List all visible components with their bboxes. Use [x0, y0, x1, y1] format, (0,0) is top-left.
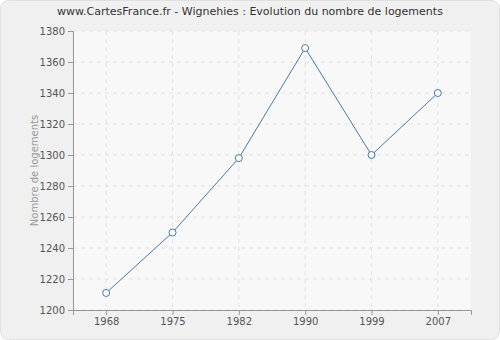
tick-mark	[68, 155, 73, 156]
grid-line	[73, 124, 471, 125]
tick-mark	[173, 310, 174, 315]
grid-line	[73, 155, 471, 156]
tick: 1360	[40, 57, 73, 68]
grid	[73, 31, 471, 310]
tick-mark	[68, 279, 73, 280]
point	[235, 155, 242, 162]
tick-mark	[68, 124, 73, 125]
background	[1, 1, 500, 340]
tick-label: 1240	[40, 243, 65, 254]
tick: 1982	[227, 310, 252, 327]
grid-line	[73, 217, 471, 218]
tick-mark	[239, 310, 240, 315]
tick: 1240	[40, 243, 73, 254]
grid-line	[73, 186, 471, 187]
tick: 1300	[40, 150, 73, 161]
tick-mark	[68, 248, 73, 249]
title: www.CartesFrance.fr - Wignehies : Evolut…	[57, 5, 443, 18]
tick-label: 1220	[40, 274, 65, 285]
series	[103, 45, 442, 297]
tick-label: 1320	[40, 119, 65, 130]
y-axis: 1200 1220 1240 1260 1280 1300 1320 1340 1360 1380	[40, 26, 74, 316]
tick-label: 1982	[227, 316, 252, 327]
tick-mark	[68, 62, 73, 63]
tick: 1340	[40, 88, 73, 99]
grid-line	[73, 31, 471, 32]
tick: 1320	[40, 119, 73, 130]
tick: 1990	[293, 310, 318, 327]
plot: 1200 1220 1240 1260 1280 1300 1320 1340 1360 1380…	[40, 26, 472, 327]
axis-line	[74, 311, 472, 316]
tick-mark	[372, 310, 373, 315]
tick-mark	[68, 31, 73, 32]
tick-mark	[305, 310, 306, 315]
point	[302, 45, 309, 52]
tick: 1260	[40, 212, 73, 223]
tick-label: 2007	[426, 316, 451, 327]
tick: 1968	[94, 310, 119, 327]
tick-label: 1300	[40, 150, 65, 161]
tick-mark	[68, 217, 73, 218]
grid-line	[172, 31, 173, 310]
point	[368, 152, 375, 159]
chart: www.CartesFrance.fr - Wignehies : Evolut…	[0, 0, 500, 340]
tick-label: 1999	[359, 316, 384, 327]
grid-line	[305, 31, 306, 310]
tick-mark	[68, 186, 73, 187]
tick-mark	[68, 93, 73, 94]
tick-label: 1260	[40, 212, 65, 223]
grid-line	[238, 31, 239, 310]
tick: 1975	[160, 310, 185, 327]
x-axis: 1968 1975 1982 1990 1999 2007	[74, 310, 472, 327]
tick-label: 1280	[40, 181, 65, 192]
tick-label: 1968	[94, 316, 119, 327]
tick: 1220	[40, 274, 73, 285]
point	[103, 289, 110, 296]
tick-label: 1990	[293, 316, 318, 327]
tick-mark	[68, 310, 73, 311]
tick-mark	[106, 310, 107, 315]
grid-line	[73, 248, 471, 249]
tick-label: 1340	[40, 88, 65, 99]
grid-line	[73, 93, 471, 94]
tick-label: 1200	[40, 305, 65, 316]
tick: 2007	[426, 310, 451, 327]
y-axis-title: Nombre de logements	[29, 115, 40, 226]
line	[106, 48, 438, 293]
tick: 1380	[40, 26, 73, 37]
point	[169, 229, 176, 236]
axis-line	[68, 32, 74, 311]
point	[434, 90, 441, 97]
tick-label: 1975	[160, 316, 185, 327]
tick-mark	[438, 310, 439, 315]
grid-line	[437, 31, 438, 310]
grid-line	[106, 31, 107, 310]
tick: 1999	[359, 310, 384, 327]
grid-line	[73, 62, 471, 63]
plot-area	[73, 31, 471, 310]
tick-label: 1360	[40, 57, 65, 68]
tick-label: 1380	[40, 26, 65, 37]
grid-line	[73, 279, 471, 280]
tick: 1200	[40, 305, 73, 316]
grid-line	[371, 31, 372, 310]
tick: 1280	[40, 181, 73, 192]
